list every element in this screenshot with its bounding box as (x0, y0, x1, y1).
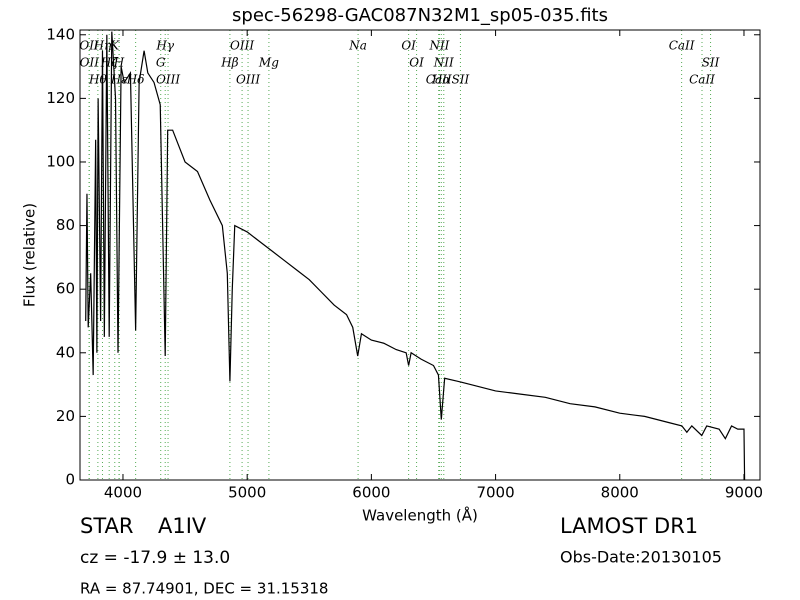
spectral-line-label: Hα (431, 73, 451, 87)
obs-date: Obs-Date:20130105 (560, 548, 722, 567)
x-axis-label: Wavelength (Å) (362, 506, 478, 525)
spectral-line-label: Na (348, 39, 367, 53)
spectral-line-label: OI (409, 56, 424, 70)
coordinates: RA = 87.74901, DEC = 31.15318 (80, 580, 328, 598)
y-tick-label: 40 (56, 343, 75, 361)
spectrum-line (85, 31, 746, 481)
spectral-line-label: NII (433, 56, 454, 70)
y-tick-label: 60 (56, 280, 75, 298)
spectral-line-label: OI (401, 39, 416, 53)
spectral-line-label: SII (702, 56, 720, 70)
x-tick-label: 8000 (601, 484, 639, 502)
spectral-line-label: OIII (230, 39, 254, 53)
spectral-line-label: OIII (156, 73, 180, 87)
spectral-line-label: SII (452, 73, 470, 87)
x-tick-label: 7000 (476, 484, 514, 502)
y-axis-label: Flux (relative) (21, 203, 39, 307)
y-tick-label: 0 (65, 471, 75, 489)
spectral-line-label: Hβ (220, 56, 238, 70)
object-class: A1IV (158, 514, 207, 538)
x-tick-label: 9000 (725, 484, 763, 502)
spectral-line-label: OII (79, 39, 99, 53)
survey: LAMOST DR1 (560, 514, 698, 538)
x-tick-label: 6000 (352, 484, 390, 502)
x-tick-label: 5000 (228, 484, 266, 502)
redshift: cz = -17.9 ± 13.0 (80, 548, 230, 568)
chart-title: spec-56298-GAC087N32M1_sp05-035.fits (232, 5, 608, 26)
spectral-line-label: OIII (236, 73, 260, 87)
spectral-line-label: NII (428, 39, 449, 53)
spectral-line-label: OII (80, 56, 100, 70)
spectral-line-label: H (113, 56, 125, 70)
y-tick-label: 120 (46, 89, 75, 107)
y-tick-label: 140 (46, 25, 75, 43)
spectral-line-label: Hδ (126, 73, 145, 87)
spectral-line-label: Mg (258, 56, 279, 70)
spectral-line-label: CaII (669, 39, 695, 53)
y-tick-label: 80 (56, 216, 75, 234)
spectral-line-label: Hγ (155, 39, 174, 53)
spectral-line-label: Hθ (88, 73, 107, 87)
y-tick-label: 20 (56, 407, 75, 425)
x-tick-label: 4000 (104, 484, 142, 502)
spectral-line-label: CaII (426, 73, 452, 87)
plot-frame (79, 29, 761, 481)
spectral-line-label: G (156, 56, 166, 70)
object-type: STAR (80, 514, 133, 538)
y-tick-label: 100 (46, 152, 75, 170)
spectral-line-label: CaII (689, 73, 715, 87)
spectral-line-label: K (109, 39, 120, 53)
